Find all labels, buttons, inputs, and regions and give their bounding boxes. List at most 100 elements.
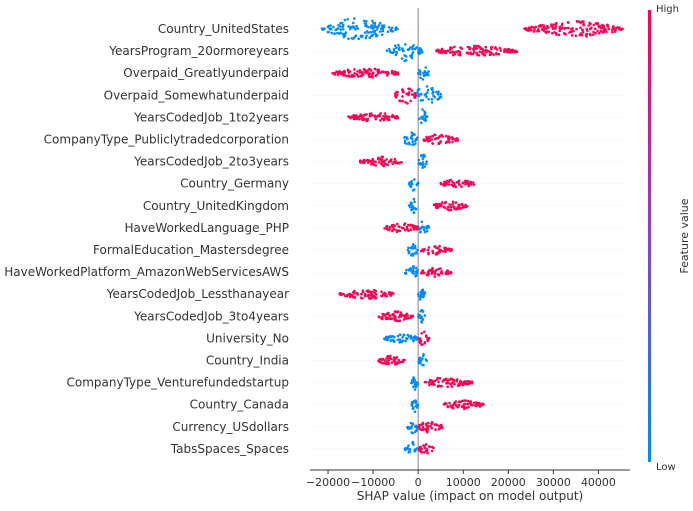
shap-point-high [425,137,429,140]
shap-point-high [438,244,441,248]
shap-point-low [327,30,330,34]
shap-point-low [385,49,389,52]
shap-point-low [414,424,418,428]
shap-point-high [457,384,461,387]
shap-point-low [336,31,339,35]
shap-point-low [414,401,418,405]
shap-point-low [426,88,430,92]
x-axis: −20000 −10000 0 10000 20000 30000 40000 [306,469,630,489]
shap-point-high [409,228,413,231]
shap-point-low [422,228,426,231]
shap-point-high [551,27,555,30]
shap-point-high [607,27,610,31]
shap-point-low [401,336,404,339]
shap-point-low [397,43,400,47]
swarm-points [320,17,624,455]
shap-point-low [346,18,350,21]
shap-point-low [341,23,345,27]
shap-point-low [402,49,405,53]
shap-point-low [421,318,425,321]
shap-point-low [424,66,428,69]
shap-point-high [368,112,372,116]
shap-point-low [411,133,415,136]
shap-point-high [602,31,605,34]
shap-point-low [410,404,414,407]
shap-point-high [435,203,438,206]
shap-point-high [426,271,430,274]
shap-point-high [363,292,367,296]
shap-point-high [551,32,554,35]
shap-point-high [553,31,556,34]
shap-point-high [433,383,436,386]
shap-point-low [334,28,338,32]
shap-point-high [448,51,452,54]
shap-point-low [393,335,396,339]
shap-point-high [475,401,478,404]
shap-point-low [398,48,401,52]
shap-point-low [418,356,422,360]
shap-point-low [371,19,374,23]
shap-point-high [441,380,445,383]
shap-point-high [560,22,564,26]
shap-point-low [365,24,368,27]
shap-point-low [414,335,417,339]
shap-point-low [378,21,382,25]
shap-point-high [453,383,456,386]
shap-point-low [416,403,420,407]
shap-point-high [361,290,365,294]
shap-point-high [437,141,441,145]
shap-point-high [440,47,444,51]
shap-point-high [413,92,417,95]
shap-point-high [447,180,451,183]
shap-point-high [554,25,558,29]
shap-point-high [452,378,456,382]
shap-point-low [355,24,359,28]
shap-point-low [419,230,422,234]
shap-point-high [379,112,383,115]
shap-point-high [444,200,448,204]
shap-point-high [420,447,424,451]
shap-point-low [371,26,375,30]
shap-point-high [362,117,366,121]
shap-point-high [342,292,345,296]
shap-point-high [596,21,599,25]
shap-point-high [433,245,436,248]
shap-point-high [451,403,455,407]
shap-point-high [456,405,460,409]
shap-point-low [405,268,408,272]
shap-point-high [418,341,422,344]
shap-point-high [372,288,376,292]
shap-point-low [420,321,424,324]
shap-point-low [394,28,397,32]
shap-point-high [585,35,588,38]
x-tick-label: 0 [415,476,422,489]
shap-point-high [437,202,441,206]
shap-point-high [588,32,592,36]
shap-point-low [411,51,415,54]
shap-point-high [499,49,503,52]
shap-point-high [395,117,399,120]
shap-point-high [444,134,448,138]
shap-point-high [385,74,389,77]
shap-point-high [550,25,553,28]
shap-point-low [336,27,340,30]
shap-point-high [376,157,380,161]
shap-point-low [427,73,430,77]
shap-point-high [431,382,435,385]
shap-point-high [401,95,404,98]
shap-point-low [403,271,407,275]
shap-point-high [422,428,425,432]
shap-point-high [529,26,533,29]
shap-point-high [380,316,383,319]
shap-point-high [431,251,435,255]
shap-point-low [373,25,377,29]
shap-point-high [425,422,428,426]
shap-point-low [407,444,410,448]
shap-point-low [360,35,363,39]
shap-point-low [412,385,415,389]
shap-point-high [451,180,454,184]
shap-point-high [401,89,405,92]
shap-point-low [380,33,384,36]
shap-point-low [423,93,427,97]
shap-point-high [357,75,360,78]
